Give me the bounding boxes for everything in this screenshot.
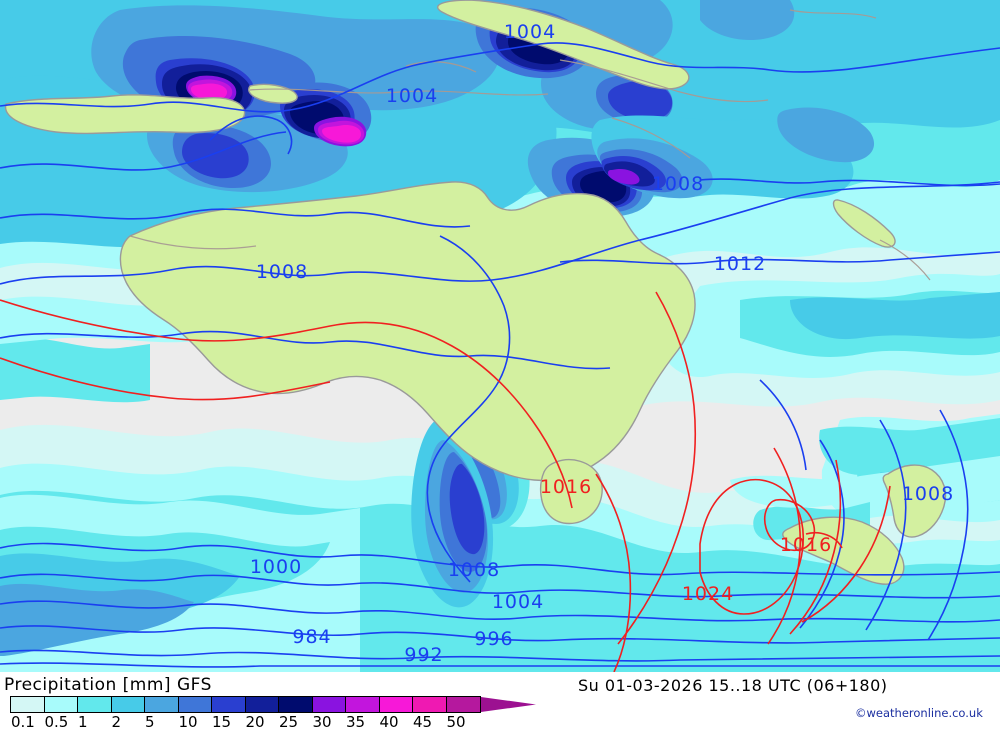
colorbar-tick-20: 20: [245, 713, 265, 731]
precipitation-map[interactable]: 1004 1004 1008 1012 1008 1016 1016 1008 1024 1000…: [0, 0, 1000, 672]
isobar-label-1004: 1004: [492, 591, 544, 613]
colorbar-swatch-1[interactable]: [78, 697, 112, 712]
legend-footer: Precipitation [mm] GFS Su 01-03-2026 15.…: [0, 672, 1000, 733]
colorbar-swatch-25[interactable]: [279, 697, 313, 712]
colorbar-swatch-15[interactable]: [212, 697, 246, 712]
isobar-label-layer: 1004 1004 1008 1012 1008 1016 1016 1008 1024 1000…: [250, 21, 954, 666]
colorbar-tick-0.1: 0.1: [11, 713, 35, 731]
map-canvas: 1004 1004 1008 1012 1008 1016 1016 1008 1024 1000…: [0, 0, 1000, 672]
island-new-guinea: [436, 0, 690, 90]
colorbar-tick-40: 40: [379, 713, 399, 731]
isobar-label-1024: 1024: [682, 583, 734, 605]
run-datetime: Su 01-03-2026 15..18 UTC (06+180): [578, 676, 888, 695]
colorbar-tick-5: 5: [145, 713, 155, 731]
colorbar-swatch-20[interactable]: [245, 697, 279, 712]
isobar-label-996: 996: [474, 628, 513, 650]
island-nz-north: [882, 464, 947, 538]
island-nz-south: [782, 516, 905, 585]
colorbar-swatch-0.5[interactable]: [44, 697, 78, 712]
coastline-detail: [129, 9, 931, 281]
isobars-high: [0, 291, 891, 672]
island-tasmania: [539, 458, 603, 525]
isobar-label-1016: 1016: [780, 534, 832, 556]
isobar-label-1000: 1000: [250, 556, 302, 578]
colorbar-tick-10: 10: [178, 713, 198, 731]
colorbar-tick-2: 2: [111, 713, 122, 731]
colorbar-swatch-2[interactable]: [111, 697, 145, 712]
isobars-low: [0, 42, 1000, 668]
colorbar-tick-labels: 0.1 0.5 1 2 5 10 15 20 25 30 35 40 45 50: [0, 713, 540, 733]
isobar-label-1008: 1008: [448, 559, 500, 581]
colorbar-tick-50: 50: [446, 713, 466, 731]
colorbar-swatch-0.1[interactable]: [11, 697, 45, 712]
copyright-notice: ©weatheronline.co.uk: [855, 706, 983, 720]
colorbar-tick-35: 35: [346, 713, 366, 731]
colorbar-swatch-50[interactable]: [446, 697, 480, 712]
colorbar-swatch-35[interactable]: [346, 697, 380, 712]
colorbar-swatches[interactable]: [10, 696, 481, 713]
colorbar-overflow-arrow: [481, 697, 536, 712]
colorbar-tick-0.5: 0.5: [44, 713, 69, 731]
isobar-label-1016: 1016: [540, 476, 592, 498]
isobar-label-1008: 1008: [256, 261, 308, 283]
isobar-label-1012: 1012: [714, 253, 766, 275]
colorbar-tick-45: 45: [413, 713, 433, 731]
isobar-label-992: 992: [404, 644, 443, 666]
isobar-label-984: 984: [292, 626, 331, 648]
colorbar-swatch-30[interactable]: [312, 697, 346, 712]
isobar-label-1008: 1008: [652, 173, 704, 195]
island-new-caledonia: [832, 199, 896, 248]
isobar-label-1004: 1004: [504, 21, 556, 43]
colorbar-tick-25: 25: [279, 713, 299, 731]
precipitation-colorbar[interactable]: [10, 696, 536, 713]
island-timor: [4, 94, 246, 135]
australia-mainland: [119, 181, 696, 482]
isobar-label-1008: 1008: [902, 483, 954, 505]
colorbar-swatch-5[interactable]: [145, 697, 179, 712]
colorbar-swatch-45[interactable]: [413, 697, 447, 712]
colorbar-tick-30: 30: [312, 713, 332, 731]
colorbar-swatch-10[interactable]: [178, 697, 212, 712]
colorbar-tick-1: 1: [78, 713, 88, 731]
colorbar-swatch-40[interactable]: [379, 697, 413, 712]
colorbar-tick-15: 15: [212, 713, 232, 731]
legend-title: Precipitation [mm] GFS: [4, 675, 212, 695]
landmass-layer: [4, 0, 947, 585]
isobar-label-1004: 1004: [386, 85, 438, 107]
